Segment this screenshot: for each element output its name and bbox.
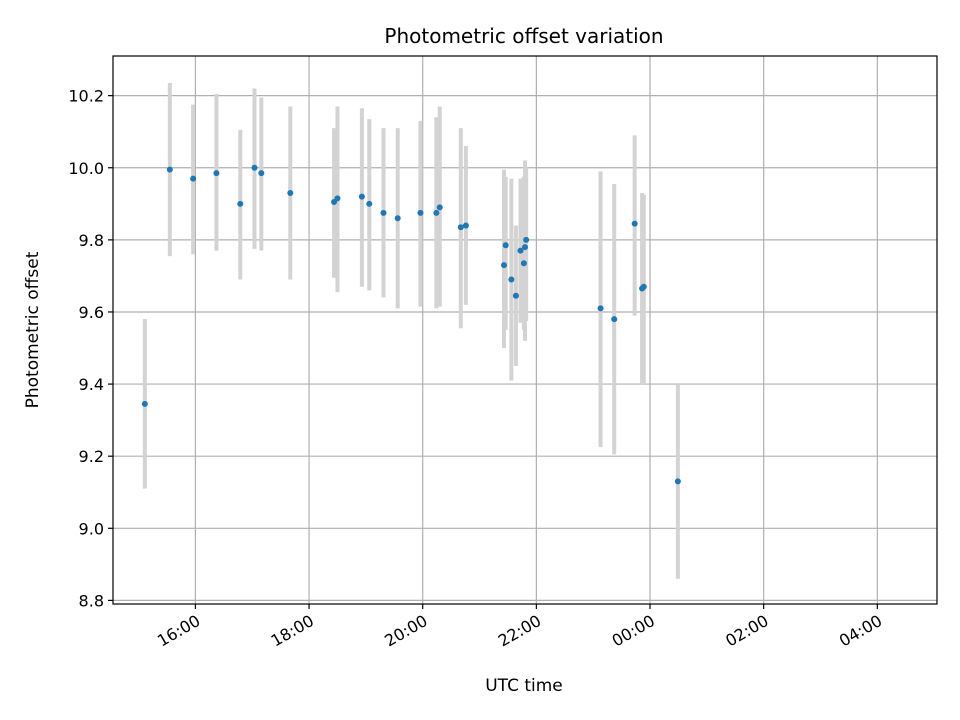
data-point bbox=[597, 305, 604, 312]
data-point bbox=[358, 193, 365, 200]
data-point bbox=[213, 170, 220, 177]
y-tick-label: 9.6 bbox=[79, 303, 104, 322]
data-point bbox=[190, 175, 197, 182]
data-point bbox=[512, 292, 519, 299]
plot-area-frame bbox=[112, 55, 938, 605]
data-point bbox=[508, 276, 515, 283]
data-point bbox=[631, 220, 638, 227]
data-point bbox=[522, 244, 528, 251]
data-point bbox=[520, 260, 527, 267]
data-point bbox=[366, 200, 373, 207]
data-point bbox=[237, 200, 244, 207]
data-point bbox=[611, 316, 618, 323]
x-axis-label: UTC time bbox=[485, 676, 563, 696]
y-tick-label: 9.4 bbox=[79, 375, 104, 394]
data-point bbox=[457, 224, 464, 231]
data-point bbox=[523, 236, 530, 243]
data-point bbox=[462, 222, 469, 229]
data-point bbox=[500, 262, 507, 269]
y-axis-ticks: 8.8 9.0 9.2 9.4 9.6 9.8 10.0 10.2 bbox=[68, 87, 113, 610]
data-point bbox=[258, 170, 265, 177]
y-tick-label: 9.0 bbox=[79, 519, 104, 538]
data-points bbox=[141, 164, 681, 485]
data-point bbox=[251, 164, 258, 171]
y-tick-label: 10.0 bbox=[68, 159, 104, 178]
y-tick-label: 8.8 bbox=[79, 591, 104, 610]
data-point bbox=[674, 478, 681, 485]
data-point bbox=[334, 195, 341, 202]
data-point bbox=[394, 215, 401, 222]
data-point bbox=[380, 209, 387, 216]
data-point bbox=[287, 190, 294, 196]
y-tick-label: 9.2 bbox=[79, 447, 104, 466]
data-point bbox=[141, 400, 148, 407]
data-point bbox=[433, 209, 440, 216]
data-point bbox=[502, 242, 509, 249]
data-point bbox=[436, 204, 443, 211]
data-point bbox=[417, 209, 424, 216]
data-point bbox=[640, 283, 647, 290]
data-point bbox=[166, 166, 173, 173]
y-tick-label: 10.2 bbox=[68, 87, 104, 106]
chart-title: Photometric offset variation bbox=[384, 24, 663, 48]
data-point bbox=[517, 247, 524, 254]
y-tick-label: 9.8 bbox=[79, 231, 104, 250]
y-axis-label: Photometric offset bbox=[23, 251, 43, 408]
